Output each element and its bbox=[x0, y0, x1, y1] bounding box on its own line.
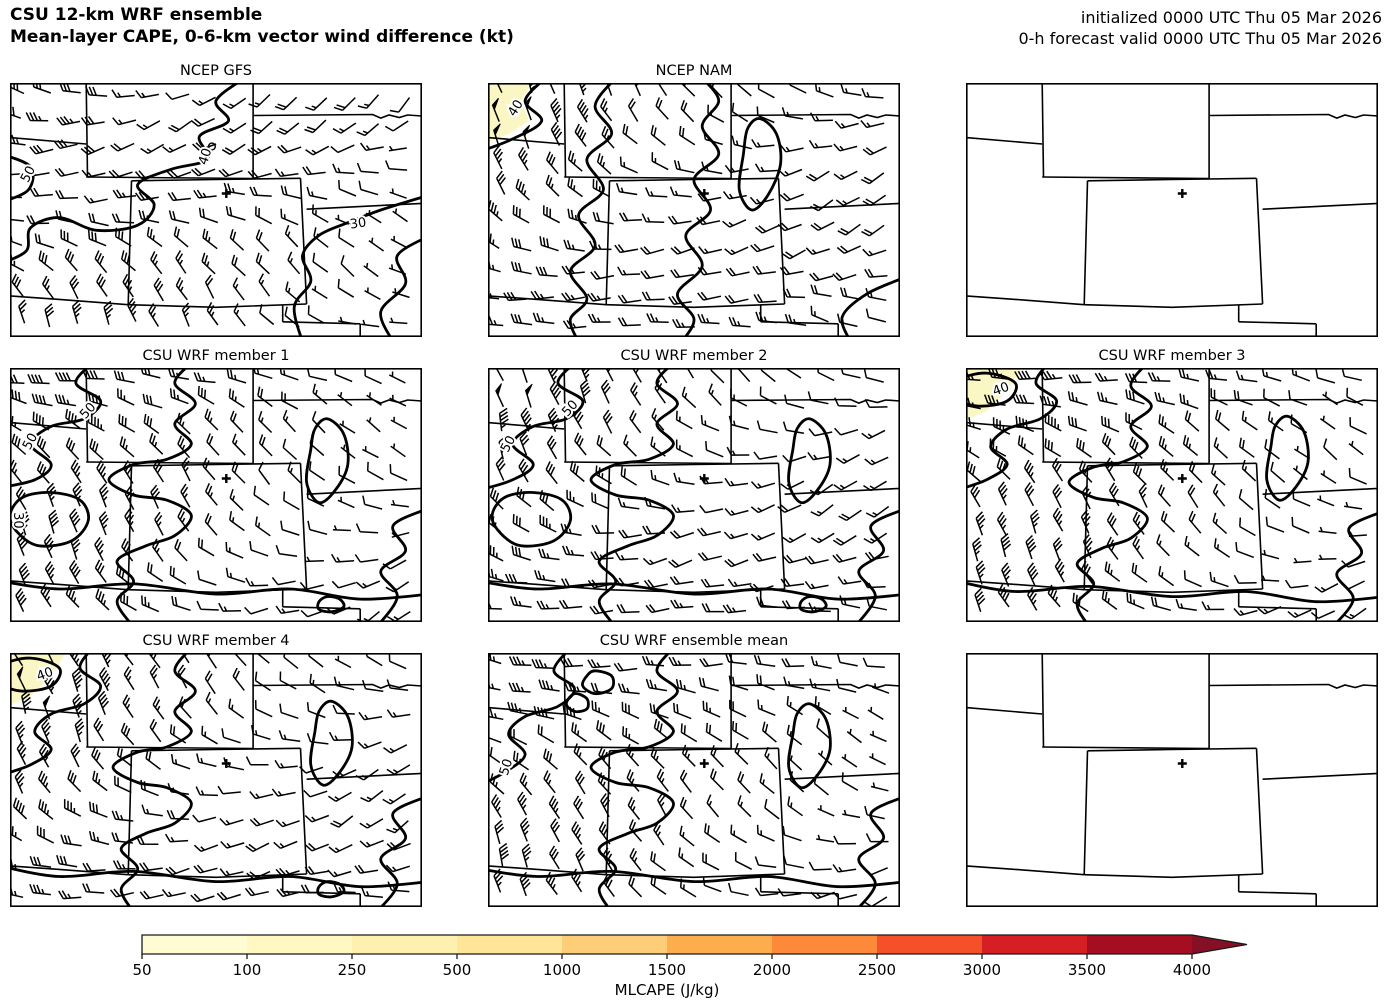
colorbar-tick-label: 1500 bbox=[648, 961, 686, 979]
contour-label: 40 bbox=[196, 146, 215, 166]
location-marker bbox=[699, 473, 709, 483]
colorbar-tick-label: 500 bbox=[443, 961, 472, 979]
map-layers: 40 bbox=[10, 653, 422, 907]
colorbar-extend-arrow bbox=[1192, 935, 1247, 954]
colorbar-tick-label: 50 bbox=[132, 961, 151, 979]
panel-border bbox=[488, 653, 900, 907]
panel-title: CSU WRF member 4 bbox=[142, 633, 290, 649]
init-time-text: initialized 0000 UTC Thu 05 Mar 2026 bbox=[1080, 8, 1382, 27]
location-marker bbox=[699, 188, 709, 198]
wind-barbs bbox=[488, 368, 890, 615]
map-layers: 40 bbox=[966, 368, 1378, 622]
panel-border bbox=[10, 653, 422, 907]
colorbar-tick-label: 3500 bbox=[1068, 961, 1106, 979]
map-layers bbox=[966, 83, 1378, 337]
panel-empty-top-right bbox=[966, 62, 1378, 337]
panel-ncep-gfs: NCEP GFS 40 50 30 bbox=[10, 62, 422, 337]
contour-label: 30 bbox=[349, 215, 367, 232]
panel-title: CSU WRF member 2 bbox=[620, 348, 768, 364]
colorbar: 50 100 250 500 1000 1500 2000 2500 3000 3500 4000 M… bbox=[132, 934, 1248, 999]
wind-difference-contours: 50 bbox=[488, 653, 900, 907]
panel-title: CSU WRF member 1 bbox=[142, 348, 290, 364]
panel-border bbox=[966, 368, 1378, 622]
panel-ensemble-mean: CSU WRF ensemble mean 50 bbox=[488, 632, 900, 907]
panel-member-3: CSU WRF member 3 40 bbox=[966, 347, 1378, 622]
colorbar-ticks: 50 100 250 500 1000 1500 2000 2500 3000 3500 4000 bbox=[132, 954, 1211, 979]
wind-barbs bbox=[10, 368, 411, 622]
map-layers: 50 bbox=[488, 653, 900, 907]
valid-time-text: 0-h forecast valid 0000 UTC Thu 05 Mar 2… bbox=[1018, 29, 1382, 48]
panel-border bbox=[966, 653, 1378, 907]
panel-border bbox=[966, 83, 1378, 337]
panel-title bbox=[966, 632, 1378, 653]
wind-barbs bbox=[10, 653, 411, 903]
colorbar-body bbox=[141, 934, 1248, 955]
location-marker bbox=[221, 473, 231, 483]
panel-empty-bottom-right bbox=[966, 632, 1378, 907]
map-canvas-nam: 40 bbox=[488, 83, 900, 337]
panel-border bbox=[488, 368, 900, 622]
panel-border bbox=[10, 368, 422, 622]
map-canvas-gfs: 40 50 30 bbox=[10, 83, 422, 337]
colorbar-tick-label: 3000 bbox=[963, 961, 1001, 979]
location-marker bbox=[1177, 188, 1187, 198]
colorbar-tick-label: 250 bbox=[338, 961, 367, 979]
contour-label: 30 bbox=[10, 512, 25, 529]
panel-title: NCEP GFS bbox=[179, 63, 252, 79]
panel-member-4: CSU WRF member 4 40 bbox=[10, 632, 422, 907]
panel-ncep-nam: NCEP NAM 40 bbox=[488, 62, 900, 337]
panel-title: CSU WRF ensemble mean bbox=[599, 633, 789, 649]
location-marker bbox=[1177, 473, 1187, 483]
panel-border bbox=[10, 83, 422, 337]
contour-label: 50 bbox=[497, 757, 516, 777]
panel-member-1: CSU WRF member 1 50 50 30 bbox=[10, 347, 422, 622]
state-borders bbox=[966, 653, 1378, 907]
colorbar-unit-label: MLCAPE (J/kg) bbox=[615, 981, 720, 999]
figure-title: CSU 12-km WRF ensemble Mean-layer CAPE, 0… bbox=[10, 4, 514, 48]
panel-border bbox=[488, 83, 900, 337]
map-canvas-member-3: 40 bbox=[966, 368, 1378, 622]
map-layers: 40 50 30 bbox=[10, 83, 422, 337]
map-canvas-empty-1 bbox=[966, 83, 1378, 337]
figure-timestamp: initialized 0000 UTC Thu 05 Mar 2026 0-h … bbox=[1018, 7, 1382, 49]
panel-grid: NCEP GFS 40 50 30 NCEP NAM 40 CSU WRF memb… bbox=[10, 62, 1378, 907]
state-borders bbox=[966, 368, 1378, 622]
wind-barbs bbox=[966, 368, 1367, 620]
wind-barbs bbox=[10, 83, 411, 328]
colorbar-tick-label: 1000 bbox=[543, 961, 581, 979]
figure-title-line1: CSU 12-km WRF ensemble bbox=[10, 5, 263, 25]
map-canvas-mean: 50 bbox=[488, 653, 900, 907]
calm-wind-circle bbox=[207, 142, 216, 151]
colorbar-tick-label: 2000 bbox=[753, 961, 791, 979]
panel-title: NCEP NAM bbox=[655, 63, 733, 79]
colorbar-tick-label: 2500 bbox=[858, 961, 896, 979]
contour-label: 50 bbox=[18, 164, 39, 186]
map-canvas-empty-2 bbox=[966, 653, 1378, 907]
location-marker bbox=[221, 758, 231, 768]
wind-barbs bbox=[488, 653, 890, 907]
colorbar-tick-label: 100 bbox=[233, 961, 262, 979]
panel-title bbox=[966, 62, 1378, 83]
location-marker bbox=[221, 188, 231, 198]
wind-barbs bbox=[488, 83, 888, 330]
panel-member-2: CSU WRF member 2 50 50 bbox=[488, 347, 900, 622]
location-marker bbox=[699, 758, 709, 768]
colorbar-tick-label: 4000 bbox=[1173, 961, 1211, 979]
panel-title: CSU WRF member 3 bbox=[1098, 348, 1246, 364]
map-layers bbox=[966, 653, 1378, 907]
state-borders bbox=[966, 83, 1378, 337]
map-layers: 40 bbox=[488, 83, 900, 337]
map-canvas-member-4: 40 bbox=[10, 653, 422, 907]
figure-title-line2: Mean-layer CAPE, 0-6-km vector wind diff… bbox=[10, 27, 514, 47]
location-marker bbox=[1177, 758, 1187, 768]
